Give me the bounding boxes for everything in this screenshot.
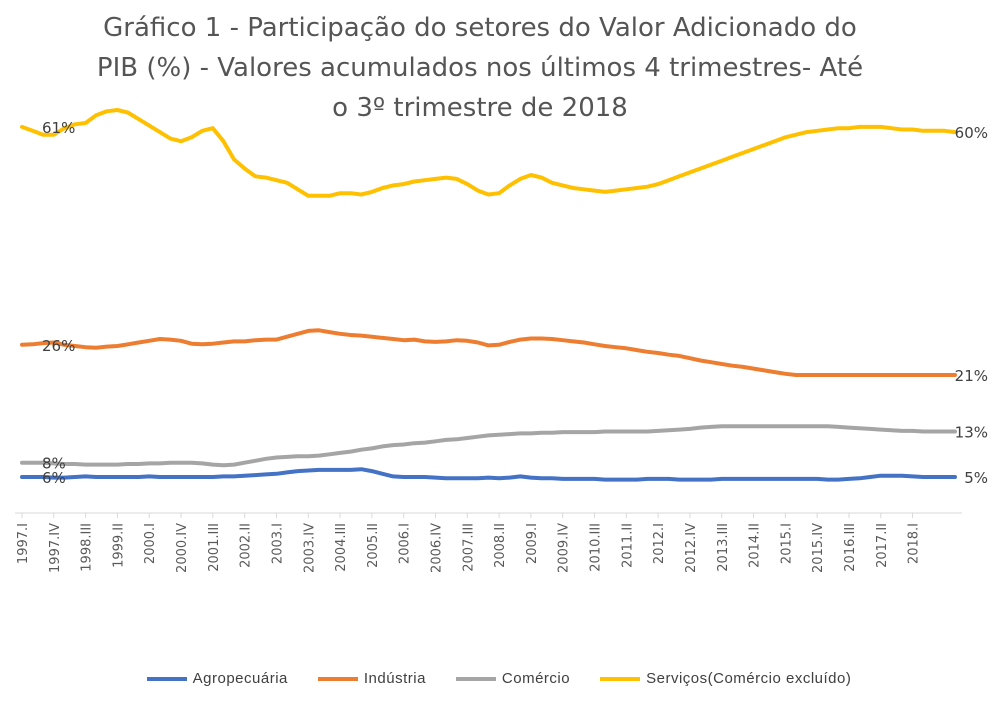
data-label-start-servicos: 61% bbox=[42, 119, 75, 137]
chart-title-line-3: o 3º trimestre de 2018 bbox=[332, 93, 628, 123]
series-line-agropecuaria bbox=[20, 467, 957, 482]
x-tick-label: 2006.I bbox=[398, 523, 413, 564]
chart-title-line-2: PIB (%) - Valores acumulados nos últimos… bbox=[96, 53, 864, 83]
series-line-comercio bbox=[20, 424, 957, 468]
data-label-start-comercio: 8% bbox=[42, 455, 66, 473]
series-line-servicos bbox=[20, 108, 957, 198]
x-tick-label: 2000.I bbox=[143, 523, 158, 564]
data-label-end-agropecuaria: 5% bbox=[964, 469, 988, 487]
x-tick-label: 2003.IV bbox=[302, 523, 317, 573]
legend-label-industria: Indústria bbox=[363, 670, 426, 687]
x-tick-label: 1997.I bbox=[16, 523, 31, 564]
legend-swatch-servicos bbox=[600, 676, 641, 681]
legend: Agropecuária Indústria Comércio Serviços… bbox=[0, 670, 998, 687]
x-tick-label: 1998.III bbox=[80, 523, 95, 572]
x-tick-label: 2009.IV bbox=[557, 523, 572, 573]
x-tick-label: 1999.II bbox=[111, 523, 126, 568]
legend-item-comercio[interactable]: Comércio bbox=[455, 670, 571, 687]
x-tick-label: 2012.IV bbox=[684, 523, 699, 573]
legend-label-servicos: Serviços(Comércio excluído) bbox=[646, 670, 852, 687]
x-tick-label: 2000.IV bbox=[175, 523, 190, 573]
data-label-start-industria: 26% bbox=[42, 337, 75, 355]
x-tick-label: 2009.I bbox=[525, 523, 540, 564]
legend-item-agropecuaria[interactable]: Agropecuária bbox=[146, 670, 288, 687]
data-label-end-industria: 21% bbox=[955, 367, 988, 385]
x-tick-label: 2003.I bbox=[270, 523, 285, 564]
x-tick-label: 2017.II bbox=[875, 523, 890, 568]
x-tick-label: 2012.I bbox=[652, 523, 667, 564]
series-line-industria bbox=[20, 328, 957, 377]
x-tick-label: 2002.II bbox=[239, 523, 254, 568]
legend-label-agropecuaria: Agropecuária bbox=[192, 670, 288, 687]
data-label-end-servicos: 60% bbox=[955, 124, 988, 142]
legend-item-industria[interactable]: Indústria bbox=[317, 670, 426, 687]
chart-title: Gráfico 1 - Participação do setores do V… bbox=[30, 8, 930, 128]
legend-item-servicos[interactable]: Serviços(Comércio excluído) bbox=[600, 670, 851, 687]
x-tick-label: 2018.I bbox=[907, 523, 922, 564]
legend-label-comercio: Comércio bbox=[501, 670, 571, 687]
x-tick-label: 2011.II bbox=[620, 523, 635, 568]
x-tick-label: 2005.II bbox=[366, 523, 381, 568]
x-tick-label: 2010.III bbox=[589, 523, 604, 572]
x-tick-label: 2006.IV bbox=[429, 523, 444, 573]
x-tick-label: 2016.III bbox=[843, 523, 858, 572]
x-tick-label: 1997.IV bbox=[48, 523, 63, 573]
x-tick-label: 2013.III bbox=[716, 523, 731, 572]
data-label-end-comercio: 13% bbox=[955, 424, 988, 442]
legend-swatch-agropecuaria bbox=[146, 676, 187, 681]
legend-swatch-industria bbox=[317, 676, 358, 681]
x-tick-label: 2014.II bbox=[748, 523, 763, 568]
legend-swatch-comercio bbox=[455, 676, 496, 681]
data-label-start-agropecuaria: 6% bbox=[42, 469, 66, 487]
x-tick-label: 2001.III bbox=[207, 523, 222, 572]
x-tick-label: 2015.IV bbox=[811, 523, 826, 573]
x-tick-label: 2004.III bbox=[334, 523, 349, 572]
x-tick-label: 2008.II bbox=[493, 523, 508, 568]
x-tick-label: 2007.III bbox=[461, 523, 476, 572]
chart-title-line-1: Gráfico 1 - Participação do setores do V… bbox=[103, 13, 857, 43]
x-tick-label: 2015.I bbox=[779, 523, 794, 564]
